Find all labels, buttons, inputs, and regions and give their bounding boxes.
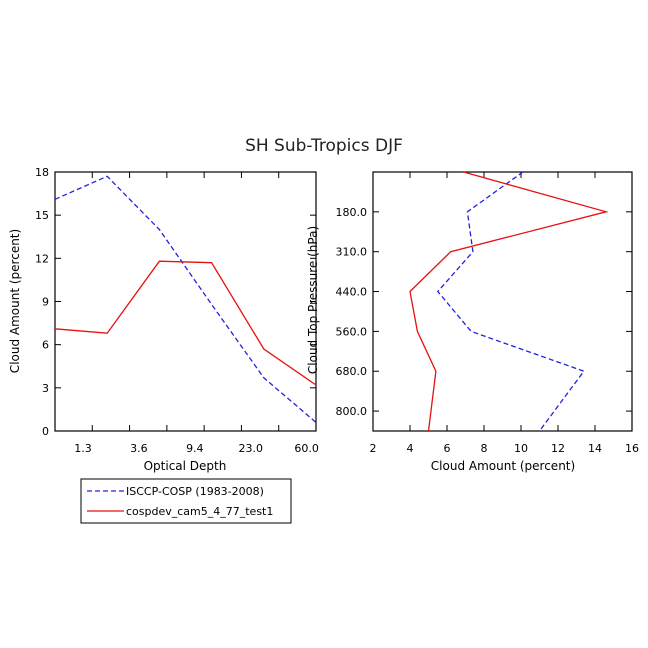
right-y-tick-label: 800.0 — [336, 405, 368, 418]
right-x-tick-label: 12 — [551, 442, 565, 455]
left-y-tick-label: 6 — [42, 339, 49, 352]
right-series-line-isccp — [436, 171, 585, 432]
right-y-tick-label: 680.0 — [336, 365, 368, 378]
right-series-line-cam — [409, 171, 609, 432]
legend-label-cam: cospdev_cam5_4_77_test1 — [126, 505, 273, 518]
left-y-tick-label: 9 — [42, 296, 49, 309]
left-y-tick-label: 18 — [35, 166, 49, 179]
legend-box — [80, 478, 292, 524]
legend-label-isccp: ISCCP-COSP (1983-2008) — [126, 485, 264, 498]
right-x-tick-label: 6 — [444, 442, 451, 455]
right-x-tick-label: 10 — [514, 442, 528, 455]
right-x-tick-label: 2 — [370, 442, 377, 455]
right-x-axis-title: Cloud Amount (percent) — [431, 459, 575, 473]
right-chart-panel: 2 4 6 8 10 12 14 16 180.0 310.0 440.0 560.0 680.0 800… — [306, 171, 639, 473]
right-y-axis-title: Cloud Top Pressure (hPa) — [306, 226, 320, 374]
right-x-tick-label: 14 — [588, 442, 602, 455]
left-y-tick-label: 3 — [42, 382, 49, 395]
left-x-tick-label: 3.6 — [130, 442, 148, 455]
left-x-tick-label: 60.0 — [294, 442, 319, 455]
right-y-tick-label: 310.0 — [336, 246, 368, 259]
left-x-tick-label: 1.3 — [74, 442, 92, 455]
left-y-tick-label: 0 — [42, 425, 49, 438]
right-y-tick-label: 180.0 — [336, 206, 368, 219]
left-y-axis-title: Cloud Amount (percent) — [8, 229, 22, 373]
left-series-line-isccp — [54, 175, 317, 423]
right-y-tick-label: 440.0 — [336, 286, 368, 299]
left-x-axis-title: Optical Depth — [144, 459, 227, 473]
left-y-tick-label: 12 — [35, 252, 49, 265]
right-x-tick-label: 16 — [625, 442, 639, 455]
right-x-tick-label: 4 — [407, 442, 414, 455]
left-x-tick-label: 9.4 — [186, 442, 204, 455]
left-series-line-cam — [54, 260, 317, 386]
legend: ISCCP-COSP (1983-2008) cospdev_cam5_4_77… — [80, 478, 292, 524]
right-x-tick-label: 8 — [481, 442, 488, 455]
right-y-tick-label: 560.0 — [336, 325, 368, 338]
right-plot-frame — [372, 171, 633, 432]
figure-title: SH Sub-Tropics DJF — [245, 136, 403, 156]
left-y-tick-label: 15 — [35, 209, 49, 222]
left-x-tick-label: 23.0 — [239, 442, 264, 455]
left-chart-panel: 0 3 6 9 12 15 18 1.3 3.6 9.4 23.0 60.0 Optical Dept… — [8, 166, 319, 473]
